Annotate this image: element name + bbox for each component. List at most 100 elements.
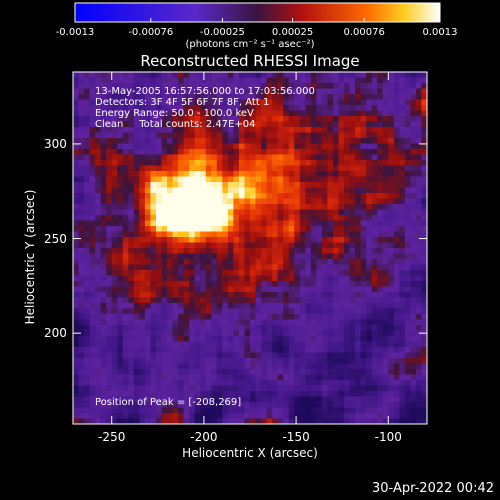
heatmap-cell <box>144 105 151 111</box>
heatmap-cell <box>366 94 373 100</box>
heatmap-cell <box>155 380 162 386</box>
heatmap-cell <box>222 215 229 221</box>
heatmap-cell <box>288 374 295 381</box>
heatmap-cell <box>371 193 378 199</box>
heatmap-cell <box>355 193 362 199</box>
heatmap-cell <box>344 72 350 78</box>
heatmap-cell <box>194 297 201 304</box>
heatmap-cell <box>332 391 339 397</box>
heatmap-cell <box>299 319 306 326</box>
heatmap-cell <box>277 204 284 210</box>
heatmap-cell <box>89 198 96 205</box>
heatmap-cell <box>255 325 262 331</box>
heatmap-cell <box>266 369 273 375</box>
heatmap-cell <box>122 110 129 117</box>
y-tick-label: 250 <box>44 231 67 246</box>
heatmap-cell <box>117 94 124 100</box>
heatmap-cell <box>415 88 422 95</box>
heatmap-cell <box>238 204 245 210</box>
heatmap-cell <box>167 396 173 403</box>
heatmap-cell <box>410 209 417 216</box>
heatmap-cell <box>178 77 185 84</box>
heatmap-cell <box>266 292 273 298</box>
heatmap-cell <box>172 242 179 249</box>
heatmap-cell <box>233 132 240 139</box>
heatmap-cell <box>117 319 124 326</box>
heatmap-cell <box>255 105 262 111</box>
heatmap-cell <box>283 369 290 375</box>
heatmap-cell <box>111 413 118 419</box>
heatmap-cell <box>211 242 218 249</box>
heatmap-cell <box>277 231 284 238</box>
heatmap-cell <box>332 116 339 122</box>
heatmap-cell <box>216 292 223 298</box>
heatmap-cell <box>200 204 207 210</box>
heatmap-cell <box>316 176 323 183</box>
heatmap-cell <box>283 253 290 260</box>
heatmap-cell <box>216 176 223 183</box>
heatmap-cell <box>299 369 306 375</box>
heatmap-cell <box>133 297 140 304</box>
heatmap-cell <box>393 160 400 166</box>
heatmap-cell <box>355 407 362 414</box>
heatmap-cell <box>100 154 107 161</box>
heatmap-cell <box>310 248 317 254</box>
heatmap-cell <box>205 259 212 265</box>
heatmap-cell <box>222 138 229 144</box>
heatmap-cell <box>89 94 96 100</box>
heatmap-cell <box>211 165 218 172</box>
heatmap-cell <box>189 138 196 144</box>
heatmap-cell <box>388 220 395 227</box>
heatmap-cell <box>167 319 173 326</box>
heatmap-cell <box>305 231 312 238</box>
heatmap-cell <box>155 77 162 84</box>
heatmap-cell <box>288 369 295 375</box>
heatmap-cell <box>338 88 345 95</box>
heatmap-cell <box>393 110 400 117</box>
heatmap-cell <box>316 369 323 375</box>
heatmap-cell <box>327 72 334 78</box>
heatmap-cell <box>172 418 179 425</box>
heatmap-cell <box>321 187 328 194</box>
heatmap-cell <box>332 303 339 309</box>
heatmap-cell <box>388 391 395 397</box>
heatmap-cell <box>211 297 218 304</box>
heatmap-cell <box>255 110 262 117</box>
heatmap-cell <box>261 171 267 177</box>
heatmap-cell <box>183 352 190 359</box>
heatmap-cell <box>338 231 345 238</box>
heatmap-cell <box>238 330 245 337</box>
heatmap-cell <box>133 116 140 122</box>
heatmap-cell <box>388 347 395 353</box>
heatmap-cell <box>294 138 301 144</box>
heatmap-cell <box>73 88 79 95</box>
heatmap-cell <box>133 385 140 392</box>
heatmap-cell <box>227 143 234 150</box>
heatmap-cell <box>73 165 79 172</box>
heatmap-cell <box>255 132 262 139</box>
heatmap-cell <box>106 176 113 183</box>
heatmap-cell <box>310 105 317 111</box>
heatmap-cell <box>355 77 362 84</box>
heatmap-cell <box>244 88 251 95</box>
heatmap-cell <box>310 253 317 260</box>
heatmap-cell <box>266 281 273 287</box>
heatmap-cell <box>100 264 107 271</box>
heatmap-cell <box>84 374 90 381</box>
heatmap-cell <box>316 149 323 155</box>
heatmap-cell <box>155 347 162 353</box>
heatmap-cell <box>415 341 422 348</box>
heatmap-cell <box>73 160 79 166</box>
heatmap-cell <box>139 149 146 155</box>
heatmap-cell <box>393 347 400 353</box>
heatmap-cell <box>95 154 102 161</box>
heatmap-cell <box>216 127 223 133</box>
heatmap-cell <box>360 248 367 254</box>
heatmap-cell <box>305 132 312 139</box>
heatmap-cell <box>277 220 284 227</box>
heatmap-cell <box>106 72 113 78</box>
heatmap-cell <box>272 231 279 238</box>
heatmap-cell <box>294 418 301 425</box>
heatmap-cell <box>233 83 240 89</box>
heatmap-cell <box>238 171 245 177</box>
